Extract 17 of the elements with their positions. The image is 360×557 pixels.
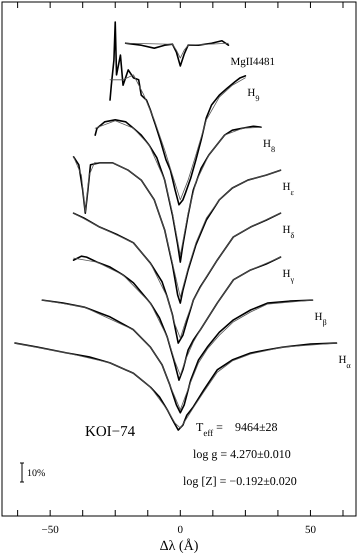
annotation: T$_{eff}$ = 9464±28 xyxy=(196,420,278,438)
annotation: log g = 4.270±0.010 xyxy=(193,447,291,461)
series-label: H$_{β}$ xyxy=(314,311,327,327)
series-label: H$_{ε}$ xyxy=(282,181,294,197)
series-label: H$_{8}$ xyxy=(262,138,276,154)
series-label: H$_{α}$ xyxy=(338,354,352,370)
x-tick-label: 0 xyxy=(178,524,184,536)
annotation: KOI−74 xyxy=(85,424,136,440)
x-tick-label: 50 xyxy=(304,524,316,536)
series-label: H$_{δ}$ xyxy=(282,224,294,240)
series-label: H$_{γ}$ xyxy=(282,268,294,284)
x-axis-title: Δλ (Å) xyxy=(160,538,199,554)
x-tick-label: −50 xyxy=(42,524,60,536)
series-label: H$_{9}$ xyxy=(247,86,260,102)
annotation: 10% xyxy=(27,468,46,479)
annotation: log [Z] = −0.192±0.020 xyxy=(183,474,297,488)
series-label: MgII4481 xyxy=(230,56,276,68)
